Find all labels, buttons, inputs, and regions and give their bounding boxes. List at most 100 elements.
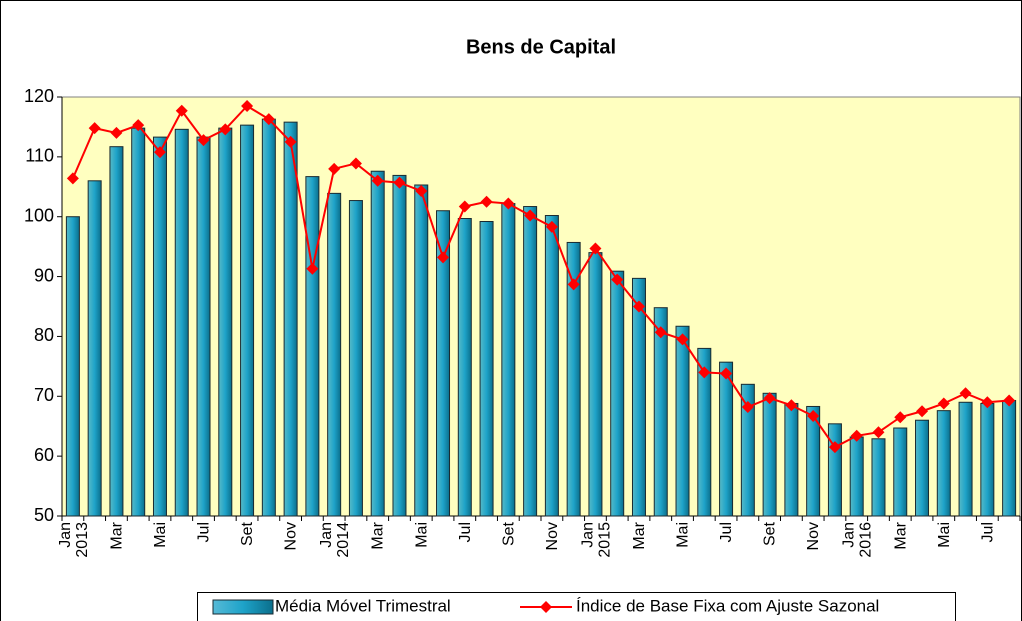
x-tick-label: Nov — [805, 522, 822, 550]
marker — [197, 134, 210, 147]
x-tick-label: Jul — [196, 522, 213, 542]
marker — [741, 401, 754, 414]
bar — [218, 127, 233, 517]
x-tick-label: Mai — [152, 522, 169, 548]
bar — [849, 436, 864, 517]
x-tick-label: Mar — [892, 521, 909, 549]
x-tick-label: Jul — [979, 522, 996, 542]
x-tick-label: Jul — [457, 522, 474, 542]
marker — [916, 405, 929, 418]
x-tick-label: Mai — [413, 522, 430, 548]
marker — [262, 113, 275, 126]
marker — [219, 123, 232, 136]
bar — [740, 383, 755, 517]
marker — [415, 184, 428, 197]
bar — [131, 127, 146, 517]
bar — [915, 419, 930, 517]
bar — [348, 200, 363, 517]
y-tick-label: 80 — [34, 325, 54, 345]
bar — [65, 216, 80, 517]
bar — [631, 277, 646, 517]
x-tick-label: Set — [762, 521, 779, 546]
marker — [589, 242, 602, 255]
marker — [328, 162, 341, 175]
bar — [109, 146, 124, 517]
y-tick-label: 90 — [34, 265, 54, 285]
x-tick-label: Jan2015 — [579, 522, 613, 558]
bar — [675, 325, 690, 517]
y-tick-label: 120 — [24, 86, 54, 106]
bar — [305, 176, 320, 517]
marker — [153, 146, 166, 159]
marker — [524, 209, 537, 222]
bar — [980, 402, 995, 517]
y-tick-label: 50 — [34, 505, 54, 525]
x-tick-label: Mai — [936, 522, 953, 548]
x-tick-label: Jan2014 — [318, 522, 352, 558]
bar — [871, 438, 886, 517]
marker — [458, 200, 471, 213]
bar — [827, 423, 842, 517]
x-tick-label: Mar — [370, 521, 387, 549]
marker — [894, 411, 907, 424]
bar — [1002, 399, 1017, 517]
marker — [850, 429, 863, 442]
bar — [414, 184, 429, 517]
x-tick-label: Set — [239, 521, 256, 546]
x-tick-label: Mar — [108, 521, 125, 549]
bar — [588, 252, 603, 517]
bar — [697, 347, 712, 517]
marker — [567, 278, 580, 291]
bar — [370, 170, 385, 517]
marker — [1003, 394, 1016, 407]
bar — [196, 136, 211, 517]
marker — [698, 366, 711, 379]
bar — [762, 392, 777, 517]
marker — [611, 273, 624, 286]
marker — [785, 399, 798, 412]
chart-title: Bens de Capital — [466, 36, 616, 58]
marker — [654, 326, 667, 339]
x-tick-label: Jan2013 — [57, 522, 91, 558]
bar — [566, 241, 581, 517]
bar — [893, 427, 908, 517]
bar — [936, 410, 951, 517]
x-tick-label: Set — [500, 521, 517, 546]
y-tick-label: 100 — [24, 205, 54, 225]
marker — [828, 441, 841, 454]
bar — [283, 121, 298, 517]
bar — [784, 402, 799, 517]
bar — [240, 124, 255, 517]
bar — [523, 206, 538, 517]
x-tick-label: Jan2016 — [841, 522, 875, 558]
legend-swatch — [212, 599, 274, 615]
marker — [720, 367, 733, 380]
marker — [241, 99, 254, 112]
marker — [763, 392, 776, 405]
marker — [437, 251, 450, 264]
bar — [806, 405, 821, 517]
bar — [958, 401, 973, 517]
marker — [371, 174, 384, 187]
marker — [676, 333, 689, 346]
marker — [480, 195, 493, 208]
x-tick-label: Jul — [718, 522, 735, 542]
marker — [807, 410, 820, 423]
bar — [501, 203, 516, 517]
marker — [284, 135, 297, 148]
x-tick-label: Nov — [544, 522, 561, 550]
legend-marker — [540, 601, 552, 613]
bar — [610, 270, 625, 517]
marker — [110, 126, 123, 139]
bar — [87, 180, 102, 517]
y-tick-label: 110 — [25, 146, 54, 166]
marker — [66, 172, 79, 185]
bar — [457, 218, 472, 517]
marker — [306, 262, 319, 275]
bar — [719, 361, 734, 517]
marker — [502, 197, 515, 210]
marker — [959, 387, 972, 400]
bar — [174, 128, 189, 517]
legend-label: Índice de Base Fixa com Ajuste Sazonal — [576, 596, 879, 615]
